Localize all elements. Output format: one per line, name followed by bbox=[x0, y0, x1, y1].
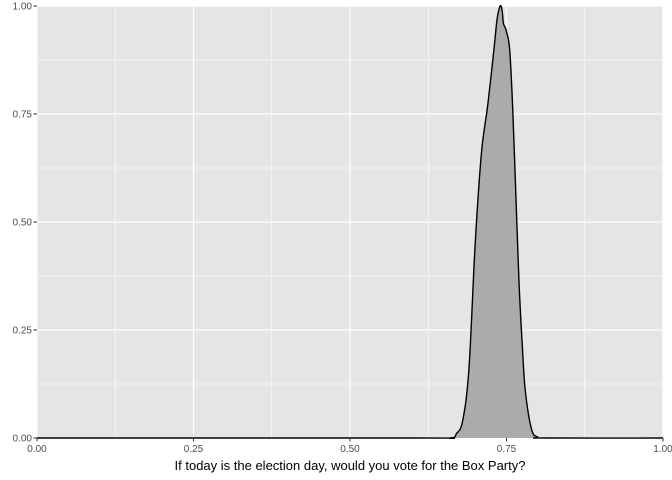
x-tick-label: 0.50 bbox=[340, 444, 360, 455]
density-area bbox=[37, 5, 663, 439]
density-line bbox=[36, 4, 664, 440]
x-axis: 0.00 0.25 0.50 0.75 1.00 bbox=[27, 438, 672, 455]
x-axis-title: If today is the election day, would you … bbox=[175, 458, 526, 473]
y-tick-label: 0.50 bbox=[13, 218, 33, 229]
x-tick-label: 1.00 bbox=[653, 444, 672, 455]
y-tick-label: 1.00 bbox=[13, 2, 33, 13]
x-tick-label: 0.00 bbox=[27, 444, 47, 455]
y-axis: 0.00 0.25 0.50 0.75 1.00 bbox=[13, 2, 37, 445]
x-tick-label: 0.75 bbox=[497, 444, 517, 455]
y-tick-label: 0.00 bbox=[13, 434, 33, 445]
y-tick-label: 0.75 bbox=[13, 110, 33, 121]
x-tick-label: 0.25 bbox=[184, 444, 204, 455]
y-tick-label: 0.25 bbox=[13, 326, 33, 337]
